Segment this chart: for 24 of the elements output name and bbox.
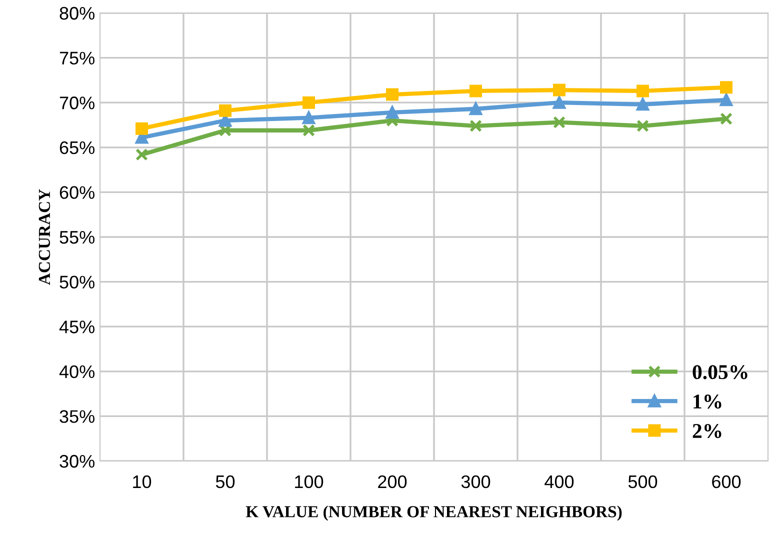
- y-axis-title: ACCURACY: [38, 189, 50, 285]
- x-tick-label: 200: [378, 475, 407, 488]
- y-tick-label: 50%: [60, 276, 94, 289]
- y-tick-label: 40%: [59, 365, 94, 378]
- x-tick-label: 10: [133, 475, 152, 488]
- y-tick-label: 55%: [60, 231, 94, 244]
- y-tick-label: 60%: [60, 186, 94, 199]
- legend-label: 1%: [694, 394, 722, 409]
- x-tick-label: 400: [544, 475, 574, 488]
- x-tick-label: 600: [712, 475, 741, 488]
- y-tick-label: 65%: [60, 141, 94, 154]
- y-tick-label: 80%: [60, 6, 94, 20]
- x-tick-label: 50: [216, 475, 235, 488]
- x-tick-label: 300: [461, 475, 490, 488]
- legend-label: 2%: [692, 424, 722, 438]
- y-tick-label: 70%: [60, 96, 94, 110]
- x-tick-label: 500: [628, 475, 658, 488]
- x-axis-title: K VALUE (NUMBER OF NEAREST NEIGHBORS): [246, 506, 622, 521]
- x-tick-label: 100: [295, 475, 324, 488]
- y-tick-label: 75%: [60, 52, 94, 65]
- legend-label: 0.05%: [692, 365, 748, 380]
- y-tick-label: 45%: [59, 320, 94, 334]
- y-tick-label: 30%: [60, 454, 94, 468]
- y-tick-label: 35%: [60, 410, 94, 423]
